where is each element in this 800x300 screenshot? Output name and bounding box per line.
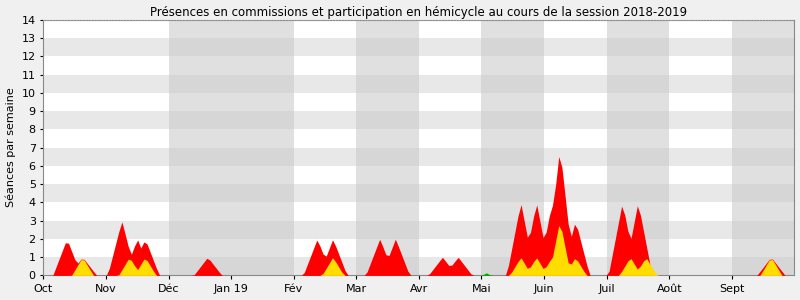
Y-axis label: Séances par semaine: Séances par semaine [6,88,16,207]
Bar [482,20,544,275]
Bar [732,20,794,275]
Bar [43,74,794,93]
Bar [606,20,670,275]
Bar [43,220,794,239]
Bar [43,93,794,111]
Bar [43,166,794,184]
Bar [231,20,294,275]
Bar [356,20,419,275]
Title: Présences en commissions et participation en hémicycle au cours de la session 20: Présences en commissions et participatio… [150,6,687,19]
Bar [43,38,794,56]
Bar [43,184,794,202]
Bar [43,239,794,257]
Bar [43,202,794,220]
Bar [43,111,794,129]
Bar [43,148,794,166]
Bar [43,129,794,148]
Bar [43,56,794,74]
Bar [43,20,794,38]
Bar [43,257,794,275]
Bar [169,20,231,275]
